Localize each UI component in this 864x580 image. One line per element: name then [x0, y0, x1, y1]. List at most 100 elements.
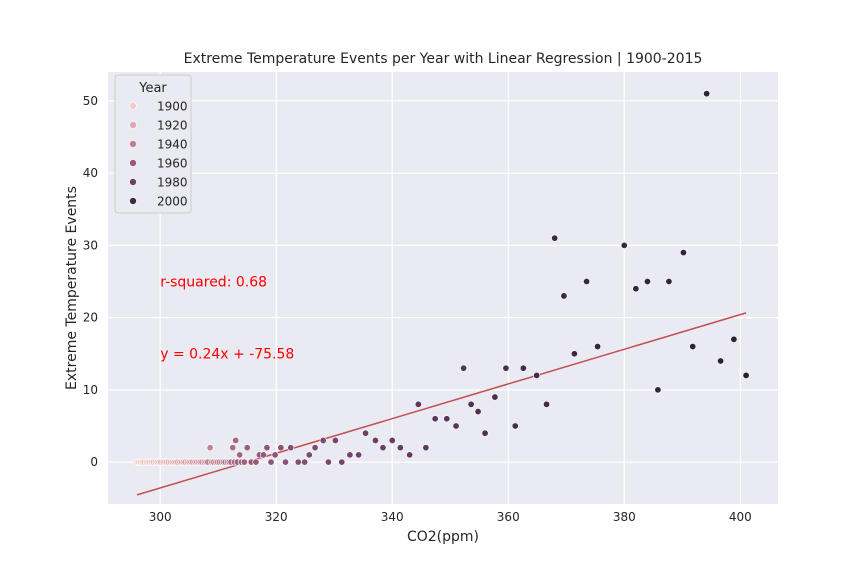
data-point — [229, 444, 237, 452]
y-tick-label: 40 — [83, 166, 98, 180]
data-point — [570, 350, 578, 358]
y-tick-label: 50 — [83, 94, 98, 108]
y-tick-label: 0 — [90, 455, 98, 469]
legend: Year 1900 1920 1940 1960 1980 2000 — [114, 74, 192, 214]
y-axis-ticks: 0 10 20 30 40 50 — [83, 94, 98, 469]
data-point — [481, 429, 489, 437]
legend-marker — [129, 121, 137, 129]
legend-label: 1980 — [157, 176, 188, 190]
data-point — [620, 241, 628, 249]
y-tick-label: 30 — [83, 238, 98, 252]
data-point — [689, 343, 697, 351]
data-point — [452, 422, 460, 430]
data-point — [206, 444, 214, 452]
y-tick-label: 10 — [83, 383, 98, 397]
data-point — [362, 429, 370, 437]
data-point — [277, 444, 285, 452]
data-point — [243, 444, 251, 452]
x-tick-label: 300 — [149, 510, 172, 524]
data-point — [491, 393, 499, 401]
data-point — [551, 234, 559, 242]
data-point — [742, 371, 750, 379]
data-point — [443, 415, 451, 423]
x-tick-label: 360 — [497, 510, 520, 524]
data-point — [271, 451, 279, 459]
x-tick-label: 400 — [729, 510, 752, 524]
data-point — [679, 249, 687, 257]
legend-label: 1960 — [157, 157, 188, 171]
data-point — [414, 400, 422, 408]
data-point — [594, 343, 602, 351]
data-point — [301, 458, 309, 466]
chart-title: Extreme Temperature Events per Year with… — [184, 51, 703, 67]
data-point — [324, 458, 332, 466]
data-point — [240, 458, 248, 466]
plot-area — [108, 72, 778, 504]
data-point — [406, 451, 414, 459]
data-point — [511, 422, 519, 430]
y-axis-label: Extreme Temperature Events — [64, 186, 80, 390]
x-tick-label: 320 — [265, 510, 288, 524]
data-point — [396, 444, 404, 452]
data-point — [460, 364, 468, 372]
regression-equation-annotation: y = 0.24x + -75.58 — [160, 347, 294, 363]
legend-marker — [129, 178, 137, 186]
data-point — [388, 436, 396, 444]
data-point — [519, 364, 527, 372]
data-point — [422, 444, 430, 452]
data-point — [232, 436, 240, 444]
data-point — [583, 277, 591, 285]
legend-label: 1900 — [157, 100, 188, 114]
data-point — [319, 436, 327, 444]
data-point — [263, 444, 271, 452]
data-point — [560, 292, 568, 300]
legend-label: 1920 — [157, 119, 188, 133]
data-point — [665, 277, 673, 285]
data-point — [730, 335, 738, 343]
data-point — [467, 400, 475, 408]
data-point — [346, 451, 354, 459]
data-point — [643, 277, 651, 285]
data-point — [474, 408, 482, 416]
data-point — [502, 364, 510, 372]
data-point — [543, 400, 551, 408]
data-point — [431, 415, 439, 423]
x-axis-label: CO2(ppm) — [407, 529, 479, 545]
data-point — [311, 444, 319, 452]
data-point — [259, 451, 267, 459]
data-point — [654, 386, 662, 394]
r-squared-annotation: r-squared: 0.68 — [160, 274, 267, 290]
y-tick-label: 20 — [83, 311, 98, 325]
data-point — [338, 458, 346, 466]
legend-label: 1940 — [157, 138, 188, 152]
data-point — [236, 451, 244, 459]
legend-label: 2000 — [157, 195, 188, 209]
data-point — [267, 458, 275, 466]
data-point — [355, 451, 363, 459]
legend-title: Year — [138, 81, 167, 96]
data-points — [133, 90, 750, 466]
data-point — [371, 436, 379, 444]
grid-lines — [108, 72, 778, 504]
legend-marker — [129, 159, 137, 167]
legend-marker — [129, 102, 137, 110]
legend-items: 1900 1920 1940 1960 1980 2000 — [129, 100, 188, 209]
data-point — [379, 444, 387, 452]
data-point — [252, 458, 260, 466]
data-point — [331, 436, 339, 444]
data-point — [717, 357, 725, 365]
data-point — [703, 90, 711, 98]
data-point — [282, 458, 290, 466]
x-tick-label: 380 — [613, 510, 636, 524]
legend-marker — [129, 140, 137, 148]
data-point — [305, 451, 313, 459]
data-point — [632, 285, 640, 293]
legend-marker — [129, 197, 137, 205]
data-point — [287, 444, 295, 452]
x-tick-label: 340 — [381, 510, 404, 524]
data-point — [533, 371, 541, 379]
data-point — [294, 458, 302, 466]
x-axis-ticks: 300 320 340 360 380 400 — [149, 510, 752, 524]
